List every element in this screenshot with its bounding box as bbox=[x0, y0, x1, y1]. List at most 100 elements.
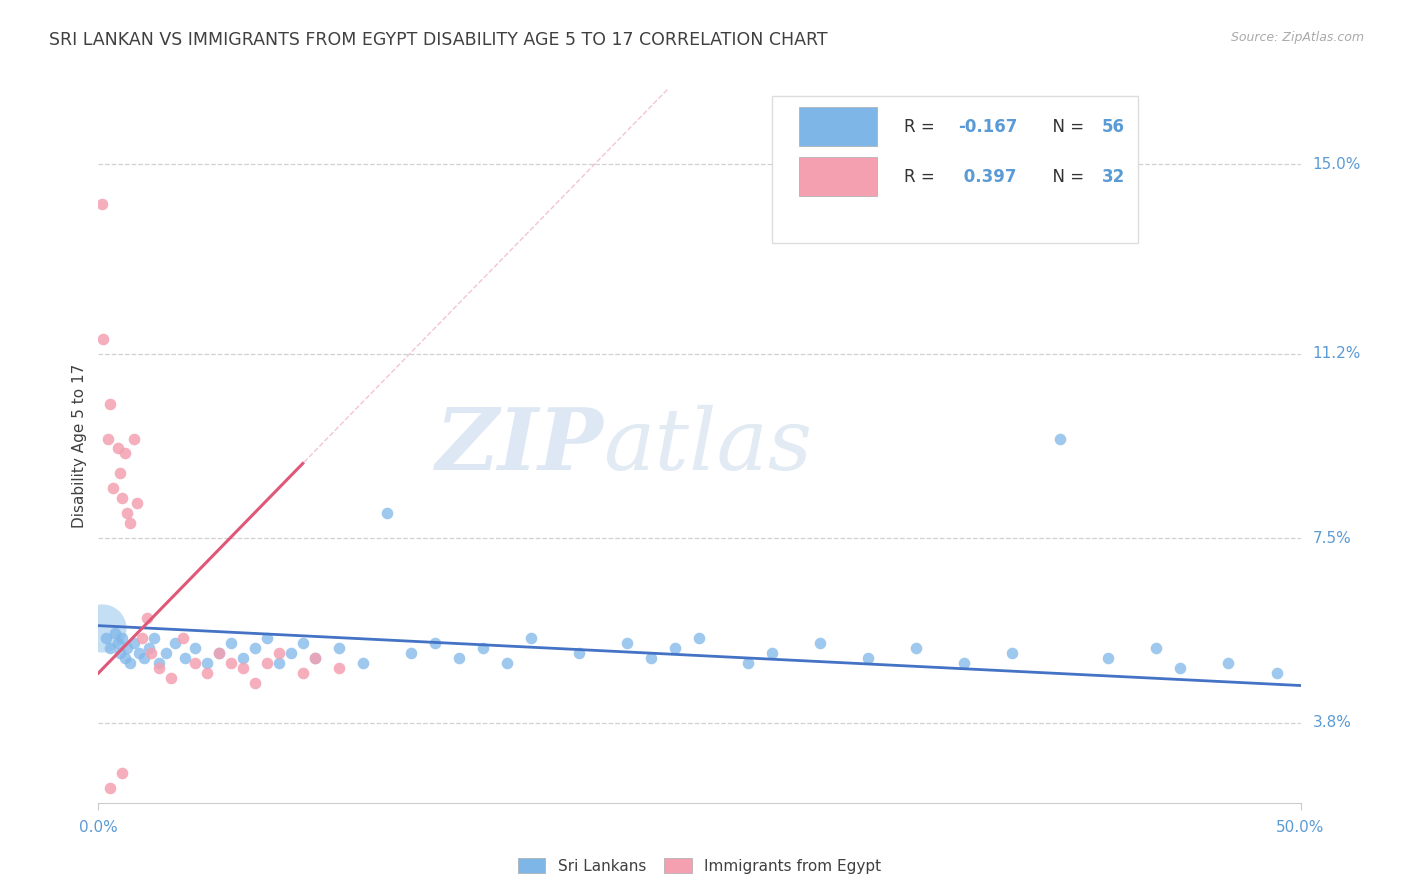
Point bbox=[304, 651, 326, 665]
Point bbox=[131, 631, 153, 645]
Point bbox=[328, 661, 350, 675]
Point bbox=[108, 467, 131, 481]
Text: atlas: atlas bbox=[603, 405, 813, 487]
Point bbox=[141, 646, 163, 660]
Point bbox=[375, 507, 398, 521]
Point bbox=[243, 641, 266, 656]
Point bbox=[108, 646, 131, 660]
Point bbox=[447, 651, 470, 665]
Point bbox=[107, 636, 129, 650]
Point bbox=[267, 656, 290, 670]
FancyBboxPatch shape bbox=[772, 96, 1139, 243]
Text: SRI LANKAN VS IMMIGRANTS FROM EGYPT DISABILITY AGE 5 TO 17 CORRELATION CHART: SRI LANKAN VS IMMIGRANTS FROM EGYPT DISA… bbox=[49, 31, 828, 49]
Point bbox=[155, 646, 177, 660]
Point bbox=[148, 661, 170, 675]
Point bbox=[1265, 666, 1288, 681]
Point bbox=[232, 661, 254, 675]
Point bbox=[148, 656, 170, 670]
FancyBboxPatch shape bbox=[799, 157, 877, 196]
Point bbox=[737, 656, 759, 670]
Point bbox=[1049, 432, 1071, 446]
Point bbox=[304, 651, 326, 665]
Point bbox=[124, 636, 146, 650]
Point bbox=[328, 641, 350, 656]
Point bbox=[568, 646, 591, 660]
Point bbox=[640, 651, 662, 665]
Point bbox=[94, 631, 117, 645]
Point bbox=[808, 636, 831, 650]
Point bbox=[111, 491, 134, 506]
Point bbox=[208, 646, 231, 660]
Point bbox=[117, 507, 139, 521]
Point bbox=[1097, 651, 1119, 665]
Point bbox=[280, 646, 302, 660]
Point bbox=[100, 641, 122, 656]
FancyBboxPatch shape bbox=[799, 107, 877, 146]
Point bbox=[118, 516, 141, 531]
Point bbox=[856, 651, 879, 665]
Point bbox=[1001, 646, 1024, 660]
Point bbox=[91, 332, 114, 346]
Point bbox=[496, 656, 519, 670]
Point bbox=[352, 656, 374, 670]
Point bbox=[219, 656, 242, 670]
Text: 0.397: 0.397 bbox=[957, 168, 1017, 186]
Point bbox=[91, 621, 114, 635]
Point bbox=[664, 641, 686, 656]
Point bbox=[1144, 641, 1167, 656]
Point bbox=[100, 396, 122, 410]
Text: R =: R = bbox=[904, 168, 939, 186]
Text: 15.0%: 15.0% bbox=[1313, 157, 1361, 171]
Point bbox=[124, 432, 146, 446]
Point bbox=[111, 631, 134, 645]
Point bbox=[135, 611, 157, 625]
Text: R =: R = bbox=[904, 118, 939, 136]
Point bbox=[195, 666, 218, 681]
Point bbox=[159, 671, 181, 685]
Text: 0.0%: 0.0% bbox=[79, 821, 118, 835]
Point bbox=[208, 646, 231, 660]
Text: 56: 56 bbox=[1102, 118, 1125, 136]
Point bbox=[761, 646, 783, 660]
Point bbox=[616, 636, 638, 650]
Point bbox=[118, 656, 141, 670]
Text: 3.8%: 3.8% bbox=[1313, 715, 1351, 731]
Point bbox=[219, 636, 242, 650]
Point bbox=[174, 651, 197, 665]
Point bbox=[291, 636, 314, 650]
Point bbox=[107, 442, 129, 456]
Point bbox=[117, 641, 139, 656]
Point bbox=[128, 646, 150, 660]
Point bbox=[114, 446, 136, 460]
Text: 11.2%: 11.2% bbox=[1313, 346, 1361, 361]
Text: -0.167: -0.167 bbox=[957, 118, 1018, 136]
Y-axis label: Disability Age 5 to 17: Disability Age 5 to 17 bbox=[72, 364, 87, 528]
Point bbox=[1170, 661, 1192, 675]
Point bbox=[953, 656, 976, 670]
Point bbox=[256, 631, 278, 645]
Point bbox=[472, 641, 495, 656]
Text: Source: ZipAtlas.com: Source: ZipAtlas.com bbox=[1230, 31, 1364, 45]
Legend: Sri Lankans, Immigrants from Egypt: Sri Lankans, Immigrants from Egypt bbox=[517, 858, 882, 873]
Point bbox=[904, 641, 927, 656]
Point bbox=[267, 646, 290, 660]
Point bbox=[165, 636, 187, 650]
Text: N =: N = bbox=[1042, 168, 1090, 186]
Point bbox=[423, 636, 446, 650]
Point bbox=[291, 666, 314, 681]
Point bbox=[111, 765, 134, 780]
Point bbox=[138, 641, 160, 656]
Point bbox=[91, 197, 114, 211]
Point bbox=[114, 651, 136, 665]
Point bbox=[183, 656, 205, 670]
Text: 50.0%: 50.0% bbox=[1277, 821, 1324, 835]
Point bbox=[183, 641, 205, 656]
Point bbox=[125, 496, 148, 510]
Text: 7.5%: 7.5% bbox=[1313, 531, 1351, 546]
Point bbox=[172, 631, 194, 645]
Point bbox=[243, 676, 266, 690]
Point bbox=[399, 646, 422, 660]
Point bbox=[101, 482, 124, 496]
Point bbox=[256, 656, 278, 670]
Text: ZIP: ZIP bbox=[436, 404, 603, 488]
